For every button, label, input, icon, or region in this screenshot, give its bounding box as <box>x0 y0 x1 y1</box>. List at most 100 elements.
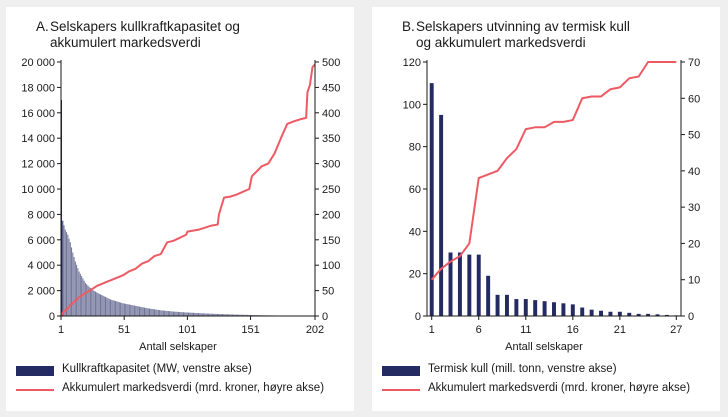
bar <box>504 294 509 316</box>
bar <box>209 313 211 316</box>
bar <box>154 309 156 316</box>
bar <box>190 312 192 316</box>
y-left-tick-label: 12 000 <box>21 159 55 171</box>
bar <box>193 312 195 316</box>
bar <box>126 304 128 316</box>
bar <box>149 308 151 316</box>
bar <box>196 313 198 316</box>
bar <box>66 232 68 316</box>
bar <box>101 295 103 316</box>
bar <box>117 301 119 316</box>
bar <box>68 238 70 316</box>
bar <box>242 314 244 316</box>
bar <box>627 312 632 316</box>
legend-swatch-line <box>16 389 54 391</box>
bar <box>225 314 227 316</box>
bar <box>130 304 132 316</box>
bar <box>86 284 88 316</box>
bar <box>239 314 241 316</box>
y-right-tick-label: 300 <box>322 159 340 171</box>
y-right-tick-label: 0 <box>322 311 328 323</box>
bar <box>136 306 138 316</box>
bar <box>617 311 622 316</box>
bar <box>96 292 98 316</box>
panel-b: B. Selskapers utvinning av termisk kull … <box>372 7 720 411</box>
bar <box>151 308 153 316</box>
y-left-tick-label: 16 000 <box>21 108 55 120</box>
y-right-tick-label: 20 <box>688 238 700 250</box>
bar <box>74 261 76 316</box>
bar <box>220 314 222 316</box>
bar <box>429 83 434 317</box>
bar <box>141 307 143 316</box>
y-right-tick-label: 50 <box>322 286 334 298</box>
bar <box>164 310 166 316</box>
bar <box>174 311 176 316</box>
bar <box>138 306 140 316</box>
y-left-tick-label: 8 000 <box>27 209 55 221</box>
bar <box>179 311 181 316</box>
bar <box>121 302 123 316</box>
bar <box>77 268 79 316</box>
y-left-tick-label: 4 000 <box>27 260 55 272</box>
bar <box>233 314 235 316</box>
bar <box>204 313 206 316</box>
bar <box>115 301 117 316</box>
bar <box>476 254 481 316</box>
bar <box>108 298 110 316</box>
y-right-tick-label: 70 <box>688 57 700 69</box>
bar <box>156 309 158 316</box>
bar <box>235 314 237 316</box>
bar <box>63 225 65 316</box>
bar <box>64 229 66 316</box>
bar <box>208 313 210 316</box>
y-left-tick-label: 18 000 <box>21 82 55 94</box>
bar <box>457 252 462 316</box>
bar <box>133 305 135 316</box>
bar <box>448 252 453 316</box>
bar <box>646 313 651 316</box>
bar <box>194 312 196 316</box>
x-tick-label: 21 <box>614 324 626 336</box>
bar <box>514 299 519 316</box>
y-right-tick-label: 250 <box>322 184 340 196</box>
legend-swatch-line <box>382 389 420 391</box>
bar <box>146 308 148 316</box>
bar <box>147 308 149 316</box>
legend-swatch-bar <box>382 366 420 376</box>
bar <box>83 280 85 316</box>
bar <box>210 313 212 316</box>
bar <box>230 314 232 316</box>
bar <box>234 314 236 316</box>
bar <box>159 310 161 316</box>
bar <box>203 313 205 316</box>
bar <box>181 312 183 316</box>
y-left-tick-label: 0 <box>49 311 55 323</box>
bar <box>87 285 89 316</box>
bar <box>97 293 99 316</box>
bar <box>467 254 472 316</box>
legend-label: Akkumulert markedsverdi (mrd. kroner, hø… <box>62 382 325 394</box>
bar <box>229 314 231 316</box>
legend-label: Kullkraftkapasitet (MW, venstre akse) <box>62 363 252 375</box>
bar <box>155 309 157 316</box>
y-left-tick-label: 100 <box>403 99 421 111</box>
bar <box>195 312 197 316</box>
bar <box>248 314 250 316</box>
bar <box>112 300 114 316</box>
bar <box>189 312 191 316</box>
bar <box>216 313 218 316</box>
bar <box>243 314 245 316</box>
bar <box>224 314 226 316</box>
y-right-tick-label: 0 <box>688 311 694 323</box>
bar <box>106 297 108 316</box>
bar <box>160 310 162 316</box>
y-right-tick-label: 500 <box>322 57 340 69</box>
bar <box>245 314 247 316</box>
y-right-tick-label: 60 <box>688 93 700 105</box>
bar <box>128 304 130 316</box>
bar <box>200 313 202 316</box>
bar <box>198 313 200 316</box>
bar <box>580 307 585 316</box>
bar <box>570 304 575 316</box>
